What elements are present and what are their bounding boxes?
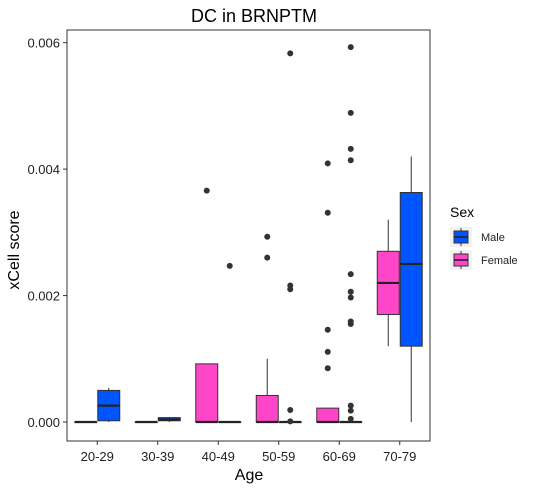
outlier-point — [347, 321, 354, 328]
box-50-59-female — [255, 233, 279, 424]
y-tick-label: 0.004 — [27, 162, 60, 177]
outlier-point — [347, 407, 354, 414]
outlier-point — [347, 271, 354, 278]
legend-key-male — [450, 227, 472, 247]
box-50-59-male — [278, 50, 302, 425]
chart-title: DC in BRNPTM — [191, 6, 317, 26]
box-body — [399, 192, 423, 347]
y-axis-label: xCell score — [6, 210, 23, 289]
outlier-point — [203, 187, 210, 194]
outlier-point — [347, 109, 354, 116]
x-axis-label: Age — [235, 467, 264, 484]
outlier-point — [347, 415, 354, 422]
x-tick-label: 70-79 — [383, 449, 416, 464]
legend: Sex Male Female — [450, 204, 518, 270]
outlier-point — [347, 145, 354, 152]
outlier-point — [347, 288, 354, 295]
outlier-point — [287, 50, 294, 57]
outlier-point — [287, 286, 294, 293]
x-tick-label: 20-29 — [81, 449, 114, 464]
outlier-point — [324, 365, 331, 372]
outlier-point — [287, 418, 294, 425]
x-tick-label: 40-49 — [202, 449, 235, 464]
box-body — [255, 394, 279, 423]
x-tick-label: 60-69 — [323, 449, 356, 464]
outlier-point — [287, 407, 294, 414]
box-20-29-female — [74, 420, 98, 424]
legend-title: Sex — [450, 204, 474, 220]
y-tick-label: 0.002 — [27, 289, 60, 304]
y-tick-label: 0.006 — [27, 36, 60, 51]
outlier-point — [264, 233, 271, 240]
legend-label: Female — [481, 255, 518, 267]
y-tick-label: 0.000 — [27, 415, 60, 430]
x-tick-label: 30-39 — [141, 449, 174, 464]
box-70-79-female — [376, 219, 400, 347]
x-tick-label: 50-59 — [262, 449, 295, 464]
box-20-29-male — [97, 387, 121, 423]
legend-label: Male — [481, 232, 505, 244]
box-40-49-male — [218, 262, 242, 424]
outlier-point — [347, 294, 354, 301]
outlier-point — [347, 402, 354, 409]
outlier-point — [324, 209, 331, 216]
outlier-point — [324, 348, 331, 355]
legend-key-female — [450, 250, 472, 270]
box-70-79-male — [399, 156, 423, 423]
plot-marks — [74, 44, 423, 425]
box-40-49-female — [195, 187, 219, 424]
box-body — [316, 407, 340, 423]
outlier-point — [324, 160, 331, 167]
y-axis: 0.000 0.002 0.004 0.006 — [27, 36, 67, 430]
box-30-39-male — [157, 416, 181, 423]
x-axis: 20-29 30-39 40-49 50-59 60-69 70-79 — [81, 441, 416, 464]
plot-panel — [66, 29, 431, 442]
box-60-69-female — [316, 160, 340, 424]
outlier-point — [347, 44, 354, 51]
outlier-point — [324, 326, 331, 333]
outlier-point — [226, 262, 233, 269]
box-30-39-female — [134, 420, 158, 424]
outlier-point — [264, 254, 271, 261]
box-body — [195, 363, 219, 423]
outlier-point — [347, 157, 354, 164]
box-60-69-male — [339, 44, 363, 424]
